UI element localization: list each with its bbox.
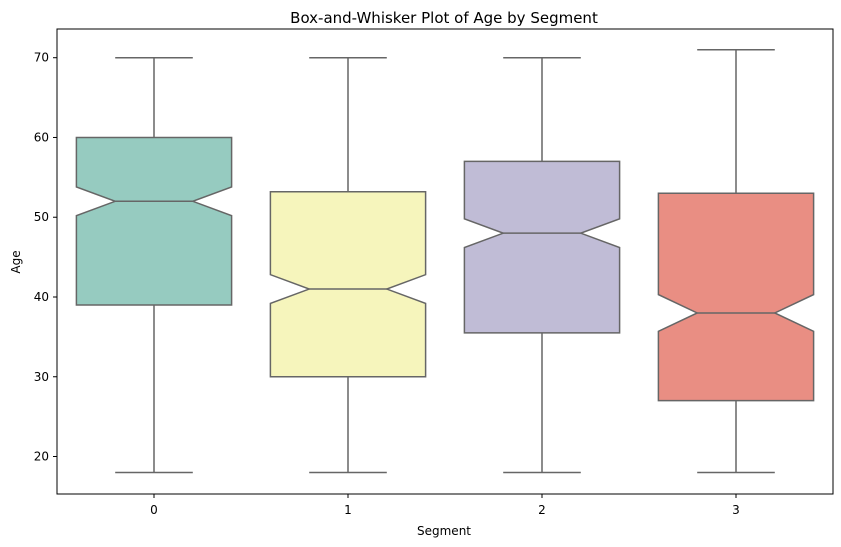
x-tick-label: 3 (732, 503, 740, 517)
y-axis: 20 30 40 50 60 70 (34, 51, 57, 464)
x-axis-label: Segment (417, 524, 471, 538)
x-tick-label: 2 (538, 503, 546, 517)
x-axis: 0 1 2 3 (150, 494, 740, 517)
y-axis-label: Age (9, 250, 23, 273)
box-segment-2 (463, 56, 621, 474)
x-tick-label: 1 (344, 503, 352, 517)
y-tick-label: 60 (34, 130, 49, 144)
plot-area (75, 48, 815, 474)
y-tick-label: 40 (34, 290, 49, 304)
box-body (657, 192, 815, 402)
y-tick-label: 50 (34, 210, 49, 224)
box-body (269, 190, 427, 378)
box-segment-3 (657, 48, 815, 474)
chart-title: Box-and-Whisker Plot of Age by Segment (290, 9, 598, 27)
box-segment-1 (269, 56, 427, 474)
y-tick-label: 30 (34, 370, 49, 384)
box-segment-0 (75, 56, 233, 474)
plot-frame (56, 28, 834, 495)
box-body (463, 160, 621, 334)
box-body (75, 136, 233, 306)
y-tick-label: 70 (34, 51, 49, 65)
x-tick-label: 0 (150, 503, 158, 517)
y-tick-label: 20 (34, 450, 49, 464)
